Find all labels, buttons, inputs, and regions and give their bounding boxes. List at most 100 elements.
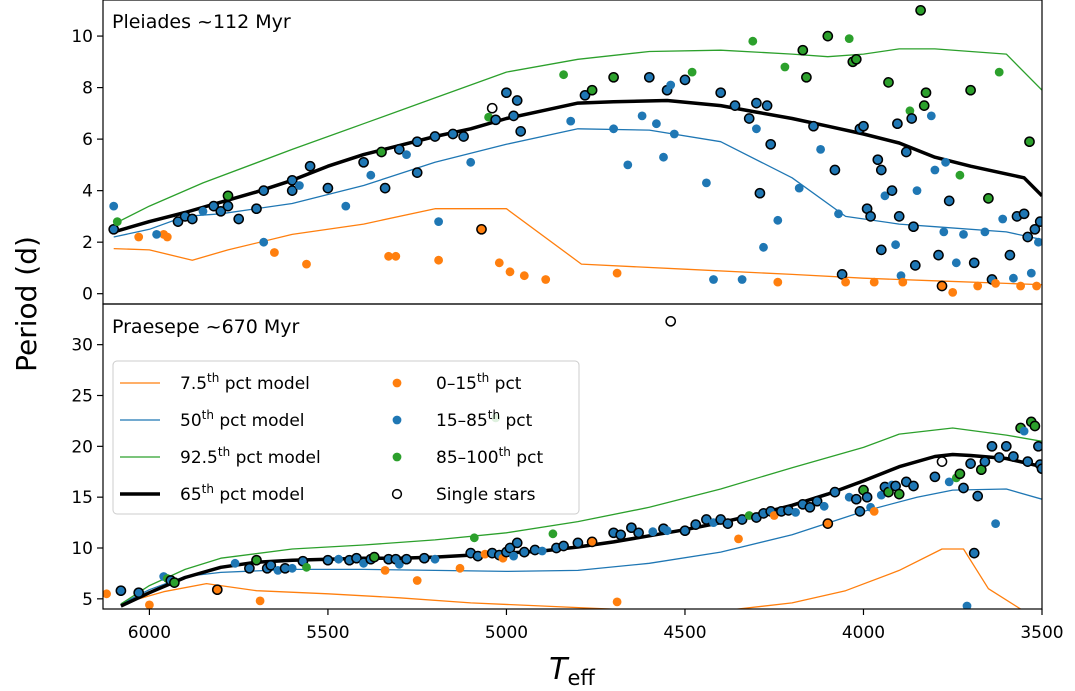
data-point [508,110,519,122]
data-point [393,144,405,155]
data-point [751,97,762,109]
data-point [659,152,668,162]
data-point [643,71,655,83]
data-point [612,597,622,607]
data-point [965,458,976,469]
data-point [912,186,922,196]
data-point [715,87,727,99]
data-point [850,493,862,505]
data-point [490,114,502,126]
data-point [920,87,932,99]
legend-label: Single stars [436,485,536,505]
data-point [152,230,162,239]
data-point [958,482,969,494]
data-point [270,248,279,257]
data-point [334,554,343,564]
pleiades-panel-title: Pleiades ~112 Myr [112,11,291,33]
data-point [829,486,841,498]
data-point [469,533,479,543]
data-point [401,553,412,565]
data-point [965,84,976,96]
data-point [230,558,240,568]
data-point [286,185,298,196]
legend-label: 7.5th pct model [180,371,310,394]
data-point [908,480,919,492]
data-point [702,178,711,188]
x-tick-label: 6000 [128,623,171,643]
data-point [951,258,961,268]
data-point [944,477,954,487]
data-point [743,113,755,124]
y-tick-label: 4 [82,182,93,202]
data-point [115,585,127,597]
data-point [905,106,915,116]
data-point [834,209,843,219]
data-point [1034,237,1042,247]
data-point [302,259,311,269]
data-point [936,456,948,467]
data-point [509,551,518,561]
data-point [511,95,523,106]
data-point [1016,281,1025,291]
data-point [854,506,866,517]
data-point [548,529,558,539]
y-tick-label: 10 [71,27,93,47]
data-point [993,452,1005,463]
data-point [358,156,369,168]
data-point [259,237,269,247]
x-axis-title-main: T [549,652,570,687]
data-point [980,227,990,237]
data-point [939,227,949,237]
praesepe-model-line-1 [120,488,1042,605]
data-point [933,249,944,261]
data-point [255,596,265,606]
legend-label: 85–100th pct [436,445,543,468]
data-point [172,216,184,227]
data-point [1008,451,1019,462]
data-point [666,80,676,90]
data-point [1022,456,1034,467]
legend-label: 65th pct model [180,482,305,505]
y-tick-label: 20 [71,437,93,457]
data-point [926,111,936,121]
y-tick-label: 2 [82,233,93,253]
data-point [1000,440,1012,452]
data-point [586,84,598,96]
data-point [836,269,848,280]
legend-label: 15–85th pct [436,408,533,431]
data-point [633,527,644,539]
data-point [133,587,145,599]
data-point [955,170,965,180]
data-point [794,183,804,193]
data-point [780,62,790,72]
data-point [258,185,270,196]
data-point [244,562,255,574]
data-point [1026,268,1036,278]
data-point [679,74,691,86]
data-point [943,195,955,207]
data-point [1029,420,1041,432]
data-point [959,230,968,239]
data-point [1033,440,1042,452]
data-point [872,154,884,166]
data-point [893,211,905,222]
data-point [906,113,918,124]
data-point [808,120,819,132]
x-tick-label: 5500 [306,623,349,643]
data-point [572,537,584,549]
data-point [434,255,443,265]
data-point [384,251,393,261]
data-point [869,507,879,516]
data-point [679,525,691,537]
data-point [558,540,569,552]
data-point [162,232,172,242]
y-tick-label: 30 [71,336,93,356]
data-point [662,526,672,536]
data-point [648,527,658,537]
data-point [418,552,430,564]
data-point [797,44,809,56]
data-point [295,181,304,190]
data-point [233,213,245,225]
data-point [892,118,903,130]
data-point [954,468,966,480]
